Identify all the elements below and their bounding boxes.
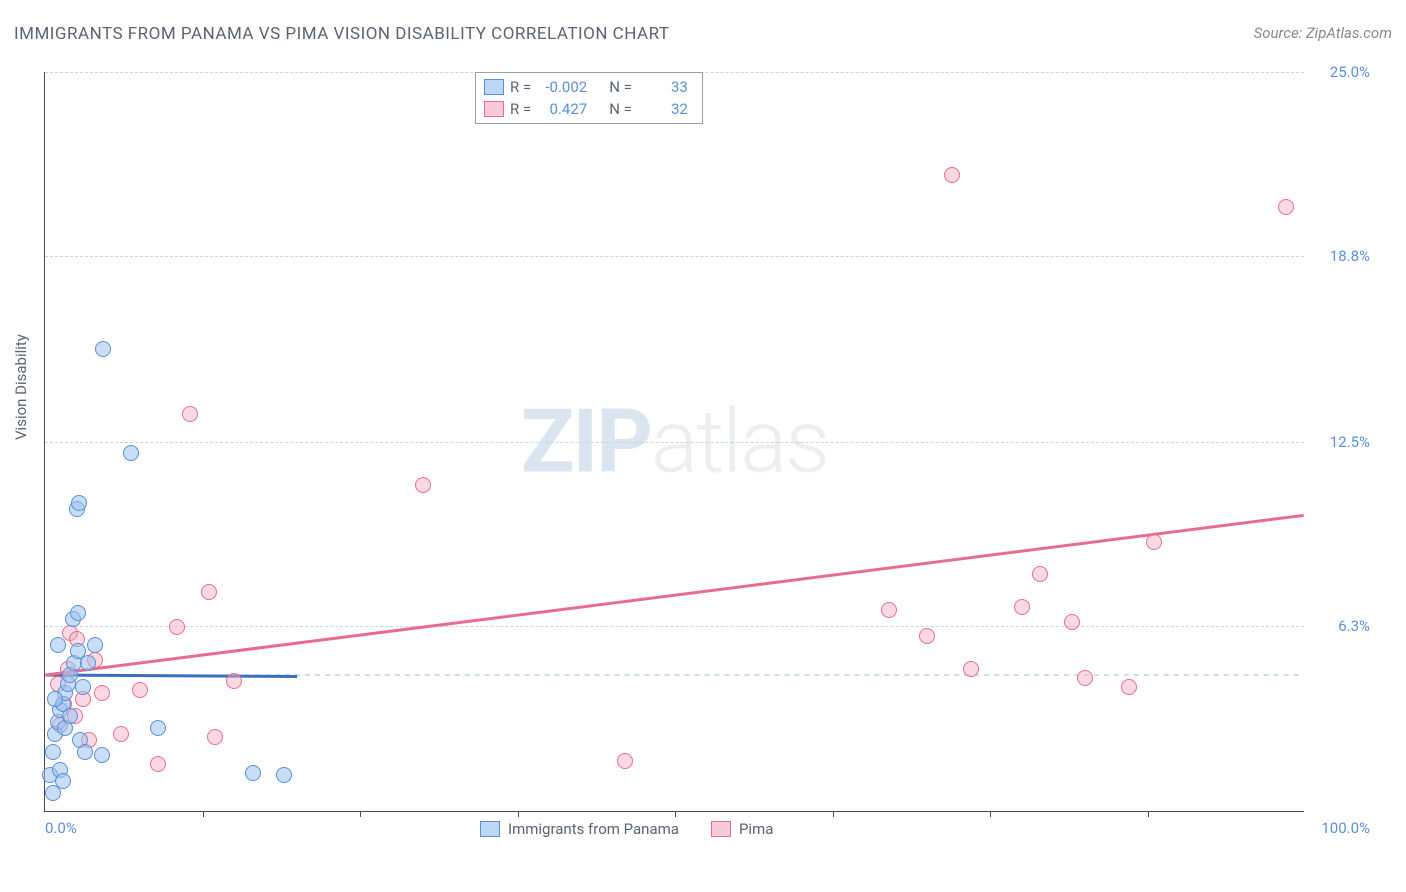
point-pima xyxy=(113,726,129,742)
point-pima xyxy=(1278,199,1294,215)
plot-area: ZIPatlas 25.0%18.8%12.5%6.3% 0.0% 100.0%… xyxy=(44,72,1304,812)
r-label-pima: R = xyxy=(510,98,531,120)
legend-stats: R = -0.002 N = 33 R = 0.427 N = 32 xyxy=(475,72,703,124)
gridline xyxy=(45,256,1304,257)
point-panama xyxy=(77,744,93,760)
legend-label-panama: Immigrants from Panama xyxy=(508,820,679,838)
source-label: Source: ZipAtlas.com xyxy=(1254,24,1392,42)
point-panama xyxy=(94,747,110,763)
y-tick-label: 6.3% xyxy=(1338,617,1370,635)
r-value-panama: -0.002 xyxy=(537,76,587,98)
point-panama xyxy=(75,679,91,695)
point-pima xyxy=(150,756,166,772)
swatch-panama xyxy=(484,79,504,95)
y-tick-label: 12.5% xyxy=(1330,433,1370,451)
legend-series: Immigrants from Panama Pima xyxy=(480,820,773,838)
point-panama xyxy=(276,767,292,783)
n-label-panama: N = xyxy=(609,76,632,98)
swatch-pima xyxy=(484,101,504,117)
gridline xyxy=(45,626,1304,627)
n-value-pima: 32 xyxy=(638,98,688,120)
point-panama xyxy=(71,495,87,511)
x-minor-tick xyxy=(360,811,361,817)
point-pima xyxy=(169,619,185,635)
legend-row-panama: R = -0.002 N = 33 xyxy=(484,76,688,98)
y-tick-label: 18.8% xyxy=(1330,247,1370,265)
point-panama xyxy=(95,341,111,357)
gridline xyxy=(45,442,1304,443)
n-value-panama: 33 xyxy=(638,76,688,98)
legend-label-pima: Pima xyxy=(739,820,773,838)
point-pima xyxy=(1146,534,1162,550)
chart-title: IMMIGRANTS FROM PANAMA VS PIMA VISION DI… xyxy=(14,24,670,44)
point-panama xyxy=(245,765,261,781)
point-panama xyxy=(123,445,139,461)
point-panama xyxy=(87,637,103,653)
x-minor-tick xyxy=(203,811,204,817)
point-pima xyxy=(415,477,431,493)
point-panama xyxy=(80,655,96,671)
x-minor-tick xyxy=(1148,811,1149,817)
legend-item-pima: Pima xyxy=(711,820,773,838)
point-panama xyxy=(50,637,66,653)
x-minor-tick xyxy=(518,811,519,817)
point-pima xyxy=(919,628,935,644)
point-pima xyxy=(1032,566,1048,582)
point-panama xyxy=(62,708,78,724)
swatch-pima-bottom xyxy=(711,821,731,837)
point-pima xyxy=(963,661,979,677)
r-label-panama: R = xyxy=(510,76,531,98)
legend-item-panama: Immigrants from Panama xyxy=(480,820,679,838)
point-pima xyxy=(1064,614,1080,630)
point-pima xyxy=(132,682,148,698)
point-pima xyxy=(226,673,242,689)
n-label-pima: N = xyxy=(609,98,632,120)
x-tick-max: 100.0% xyxy=(1321,819,1370,837)
swatch-panama-bottom xyxy=(480,821,500,837)
x-minor-tick xyxy=(990,811,991,817)
point-pima xyxy=(94,685,110,701)
y-tick-label: 25.0% xyxy=(1330,63,1370,81)
x-minor-tick xyxy=(675,811,676,817)
point-pima xyxy=(1077,670,1093,686)
point-pima xyxy=(881,602,897,618)
point-pima xyxy=(201,584,217,600)
point-panama xyxy=(45,785,61,801)
y-axis-label: Vision Disability xyxy=(12,334,30,440)
point-panama xyxy=(45,744,61,760)
point-panama xyxy=(150,720,166,736)
r-value-pima: 0.427 xyxy=(537,98,587,120)
point-pima xyxy=(617,753,633,769)
point-panama xyxy=(70,605,86,621)
x-minor-tick xyxy=(833,811,834,817)
point-pima xyxy=(207,729,223,745)
point-pima xyxy=(1014,599,1030,615)
point-pima xyxy=(182,406,198,422)
point-pima xyxy=(1121,679,1137,695)
point-panama xyxy=(47,691,63,707)
x-tick-min: 0.0% xyxy=(45,819,77,837)
legend-row-pima: R = 0.427 N = 32 xyxy=(484,98,688,120)
point-pima xyxy=(944,167,960,183)
